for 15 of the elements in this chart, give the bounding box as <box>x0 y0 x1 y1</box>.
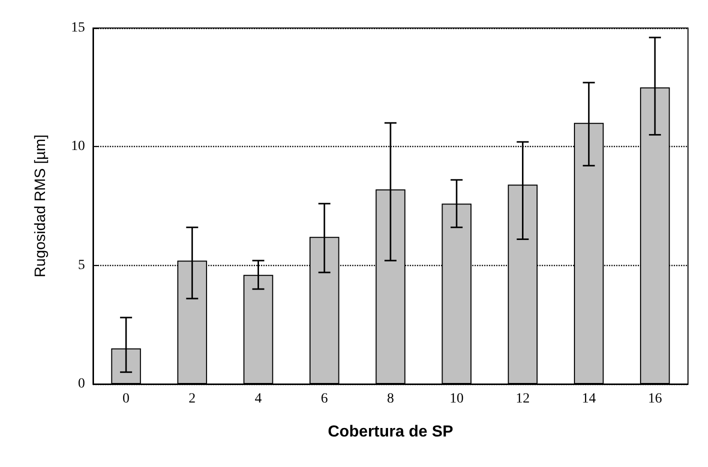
x-tick-label: 12 <box>516 392 530 406</box>
y-axis-title: Rugosidad RMS [µm] <box>32 134 49 278</box>
x-tick-label: 10 <box>450 392 464 406</box>
x-tick-label: 4 <box>254 392 262 406</box>
x-tick-label: 8 <box>387 392 394 406</box>
x-tick-label: 2 <box>188 392 196 406</box>
x-tick-label: 6 <box>320 392 328 406</box>
y-tick-label: 0 <box>78 376 85 392</box>
y-tick-label: 5 <box>78 258 85 273</box>
x-axis-title: Cobertura de SP <box>328 424 454 440</box>
x-tick-label: 0 <box>122 392 130 406</box>
x-tick-label: 14 <box>582 392 596 406</box>
y-tick-label: 10 <box>71 139 85 154</box>
x-tick-label: 16 <box>648 392 662 406</box>
y-tick-label: 15 <box>71 20 85 36</box>
